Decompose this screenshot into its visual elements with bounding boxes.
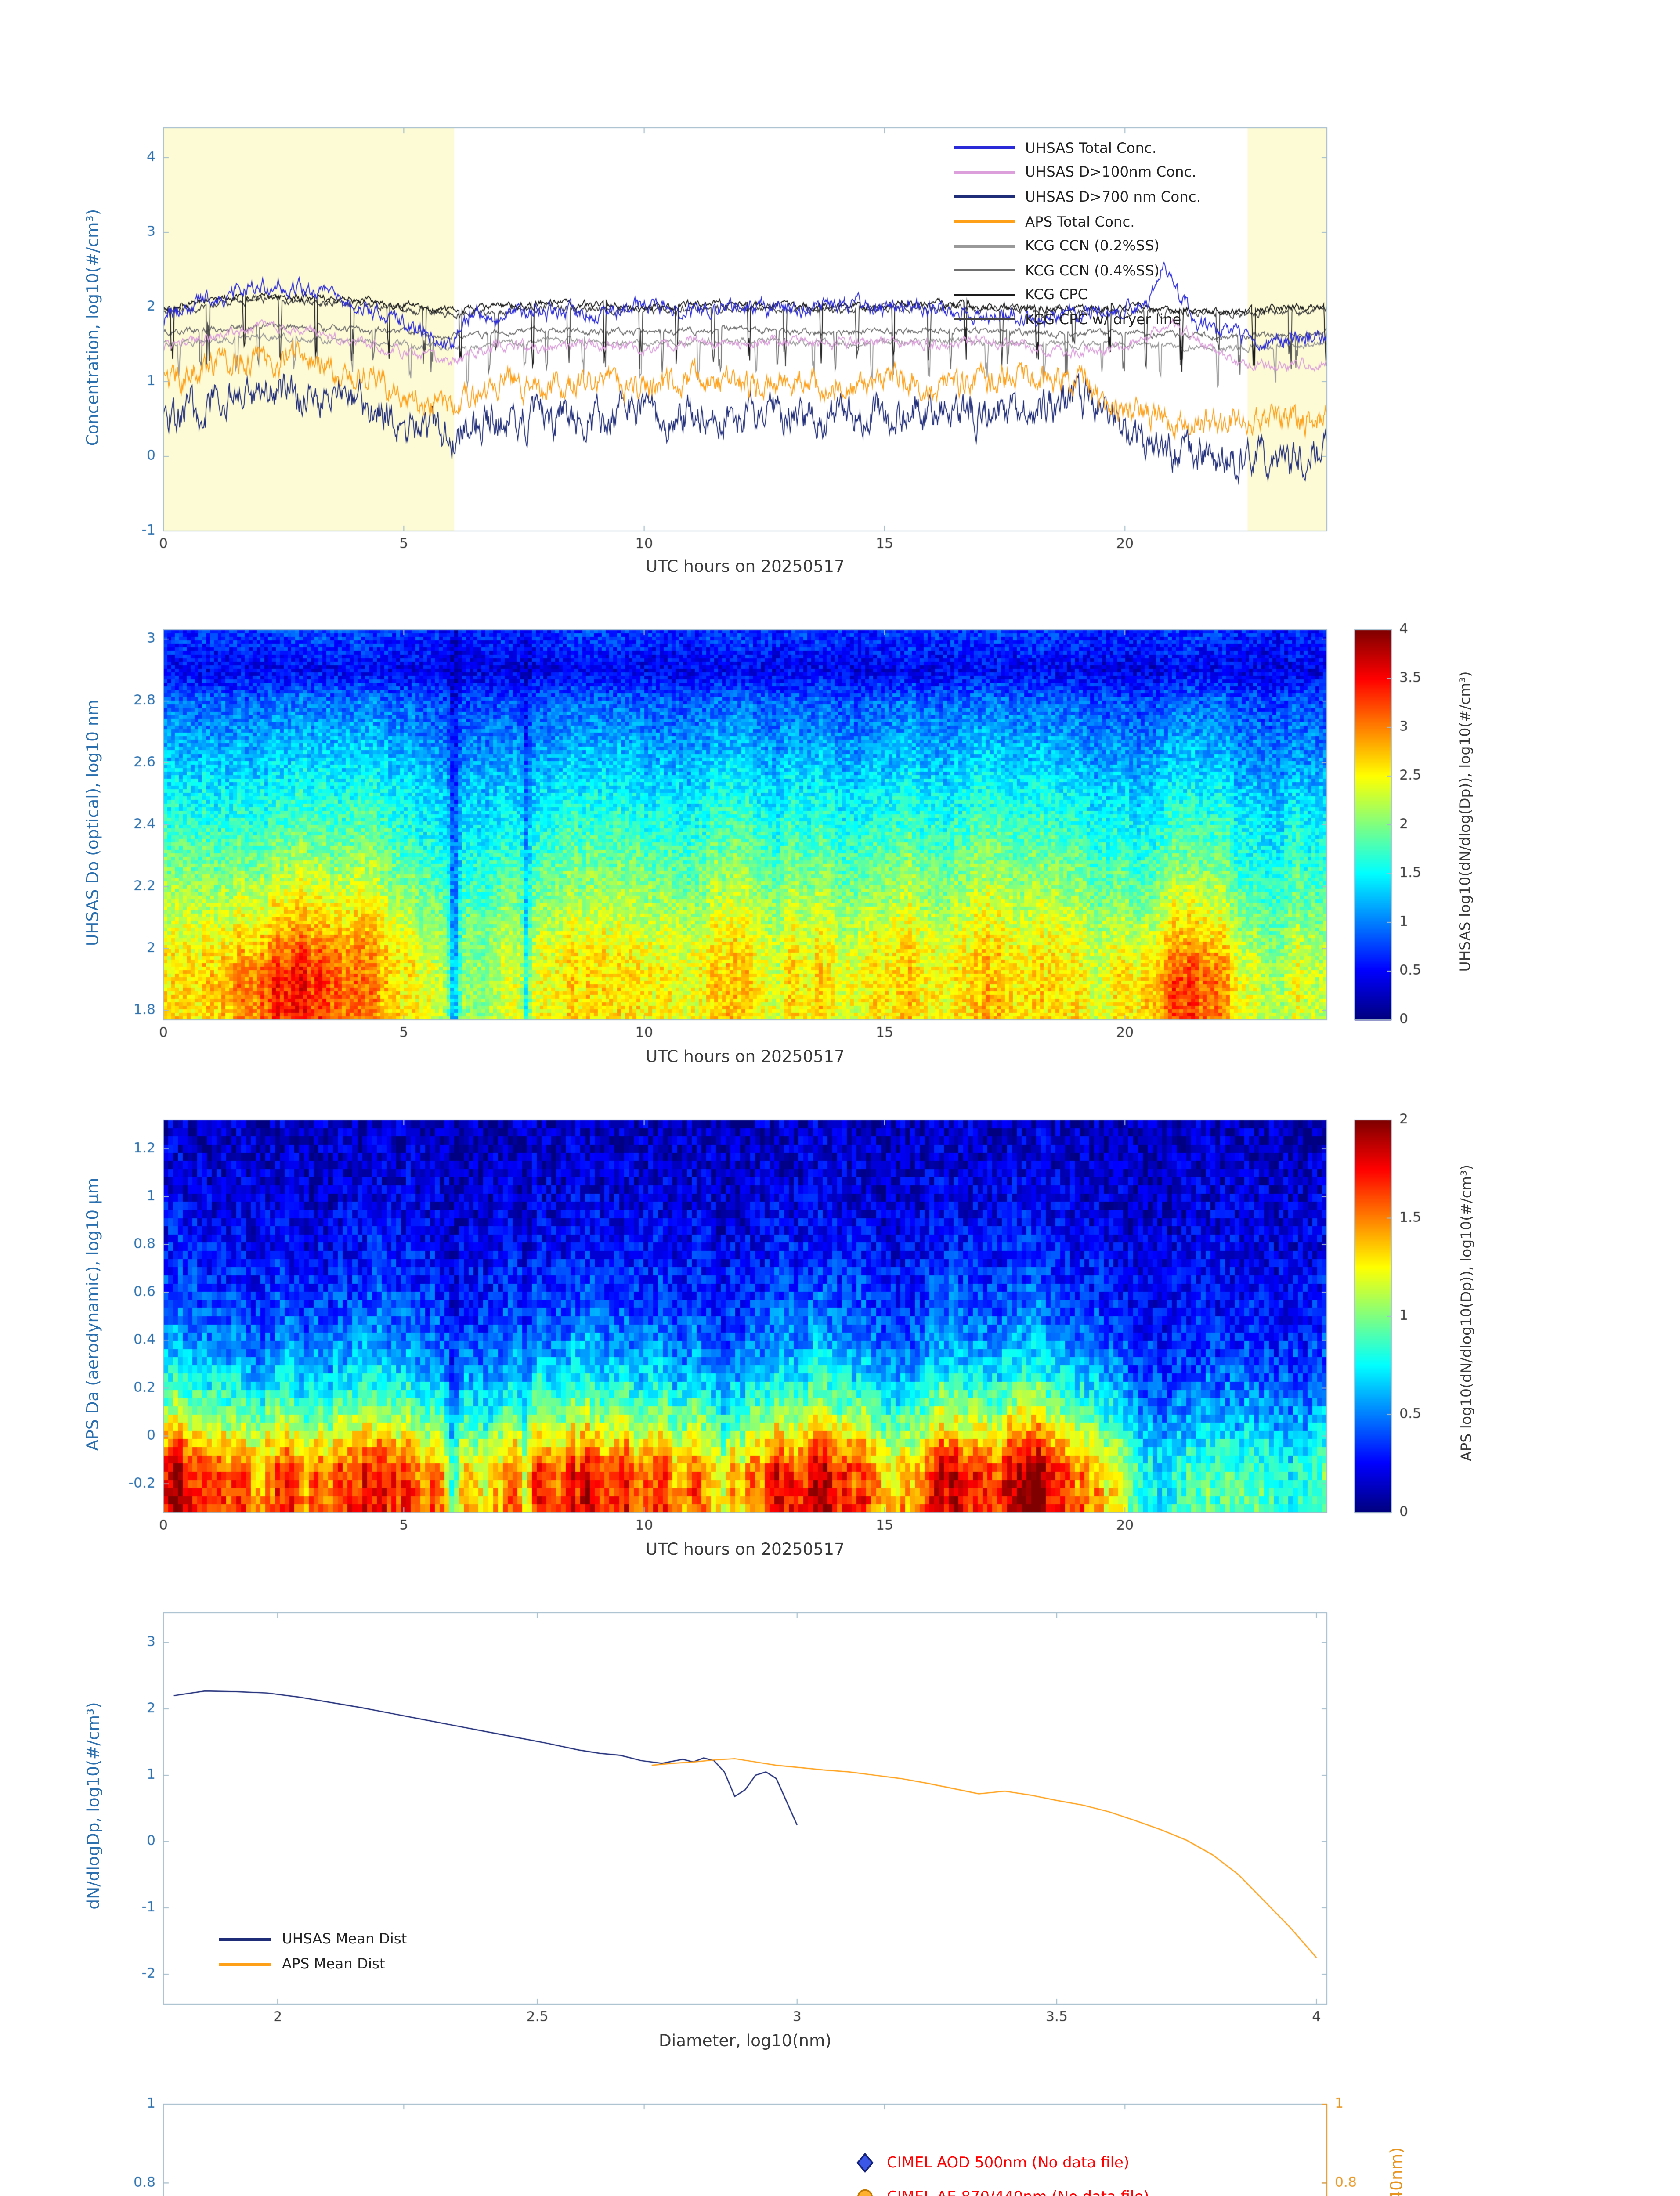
legend-item: APS Mean Dist xyxy=(219,1951,407,1976)
p4-legend: UHSAS Mean Dist APS Mean Dist xyxy=(219,1926,407,1976)
aps-spectrogram-canvas xyxy=(0,1086,1680,1560)
legend-line-swatch xyxy=(954,293,1015,296)
concentration-timeseries-canvas xyxy=(0,92,1680,582)
p1-legend: UHSAS Total Conc. UHSAS D>100nm Conc. UH… xyxy=(954,136,1201,332)
legend-item: CIMEL AE 870/440nm (No data file) xyxy=(854,2179,1149,2196)
p1-x-axis-label: UTC hours on 20250517 xyxy=(645,556,845,576)
legend-label: CIMEL AOD 500nm (No data file) xyxy=(887,2153,1130,2171)
diamond-marker-icon xyxy=(854,2152,875,2172)
legend-line-swatch xyxy=(954,195,1015,199)
p3-y-axis-label: APS Da (aerodynamic), log10 μm xyxy=(82,1177,102,1451)
p2-x-axis-label: UTC hours on 20250517 xyxy=(645,1046,845,1066)
legend-line-swatch xyxy=(954,220,1015,223)
legend-label: UHSAS Total Conc. xyxy=(1025,139,1157,157)
legend-item: UHSAS D>700 nm Conc. xyxy=(954,185,1201,209)
legend-label: APS Mean Dist xyxy=(282,1955,385,1972)
circle-marker-icon xyxy=(854,2187,875,2196)
legend-item: KCG CCN (0.2%SS) xyxy=(954,234,1201,258)
legend-item: UHSAS Mean Dist xyxy=(219,1926,407,1951)
legend-line-swatch xyxy=(954,245,1015,248)
aps-colorbar-label: APS log10(dN/dlog10(Dp)), log10(#/cm³) xyxy=(1458,1164,1475,1462)
legend-label: KCG CPC xyxy=(1025,286,1088,304)
legend-item: CIMEL AOD 500nm (No data file) xyxy=(854,2145,1149,2179)
legend-item: UHSAS D>100nm Conc. xyxy=(954,160,1201,185)
p5-legend: CIMEL AOD 500nm (No data file) CIMEL AE … xyxy=(854,2145,1149,2196)
p1-y-axis-label: Concentration, log10(#/cm³) xyxy=(82,209,102,446)
p2-y-axis-label: UHSAS Do (optical), log10 nm xyxy=(82,699,102,946)
p5-right-y-axis-label: Angstrom Exponent (870nm/440nm) xyxy=(1386,2102,1406,2196)
p5-left-y-axis-label: Aerosol Optical Depth xyxy=(82,2102,101,2196)
legend-item: APS Total Conc. xyxy=(954,209,1201,234)
uhsas-spectrogram-canvas xyxy=(0,596,1680,1065)
legend-line-swatch xyxy=(219,1962,271,1965)
legend-line-swatch xyxy=(219,1937,271,1940)
p4-y-axis-label: dN/dlogDp, log10(#/cm³) xyxy=(83,1702,103,1910)
legend-item: KCG CCN (0.4%SS) xyxy=(954,258,1201,283)
legend-label: UHSAS D>100nm Conc. xyxy=(1025,164,1196,181)
legend-item: KCG CPC xyxy=(954,283,1201,307)
legend-item: UHSAS Total Conc. xyxy=(954,136,1201,160)
legend-label: KCG CPC w/ dryer line xyxy=(1025,311,1181,328)
legend-line-swatch xyxy=(954,171,1015,174)
legend-label: KCG CCN (0.2%SS) xyxy=(1025,237,1160,255)
legend-label: CIMEL AE 870/440nm (No data file) xyxy=(887,2188,1149,2196)
mean-distribution-canvas xyxy=(0,1578,1680,2048)
uhsas-colorbar-label: UHSAS log10(dN/dlog(Dp)), log10(#/cm³) xyxy=(1456,671,1474,972)
p4-x-axis-label: Diameter, log10(nm) xyxy=(658,2030,832,2050)
legend-label: UHSAS Mean Dist xyxy=(282,1930,407,1947)
legend-line-swatch xyxy=(954,146,1015,149)
legend-label: APS Total Conc. xyxy=(1025,213,1135,230)
p3-x-axis-label: UTC hours on 20250517 xyxy=(645,1539,845,1559)
legend-item: KCG CPC w/ dryer line xyxy=(954,307,1201,332)
legend-label: UHSAS D>700 nm Conc. xyxy=(1025,188,1201,206)
legend-line-swatch xyxy=(954,318,1015,321)
aod-angstrom-canvas xyxy=(0,2071,1680,2196)
legend-label: KCG CCN (0.4%SS) xyxy=(1025,262,1160,279)
legend-line-swatch xyxy=(954,269,1015,272)
